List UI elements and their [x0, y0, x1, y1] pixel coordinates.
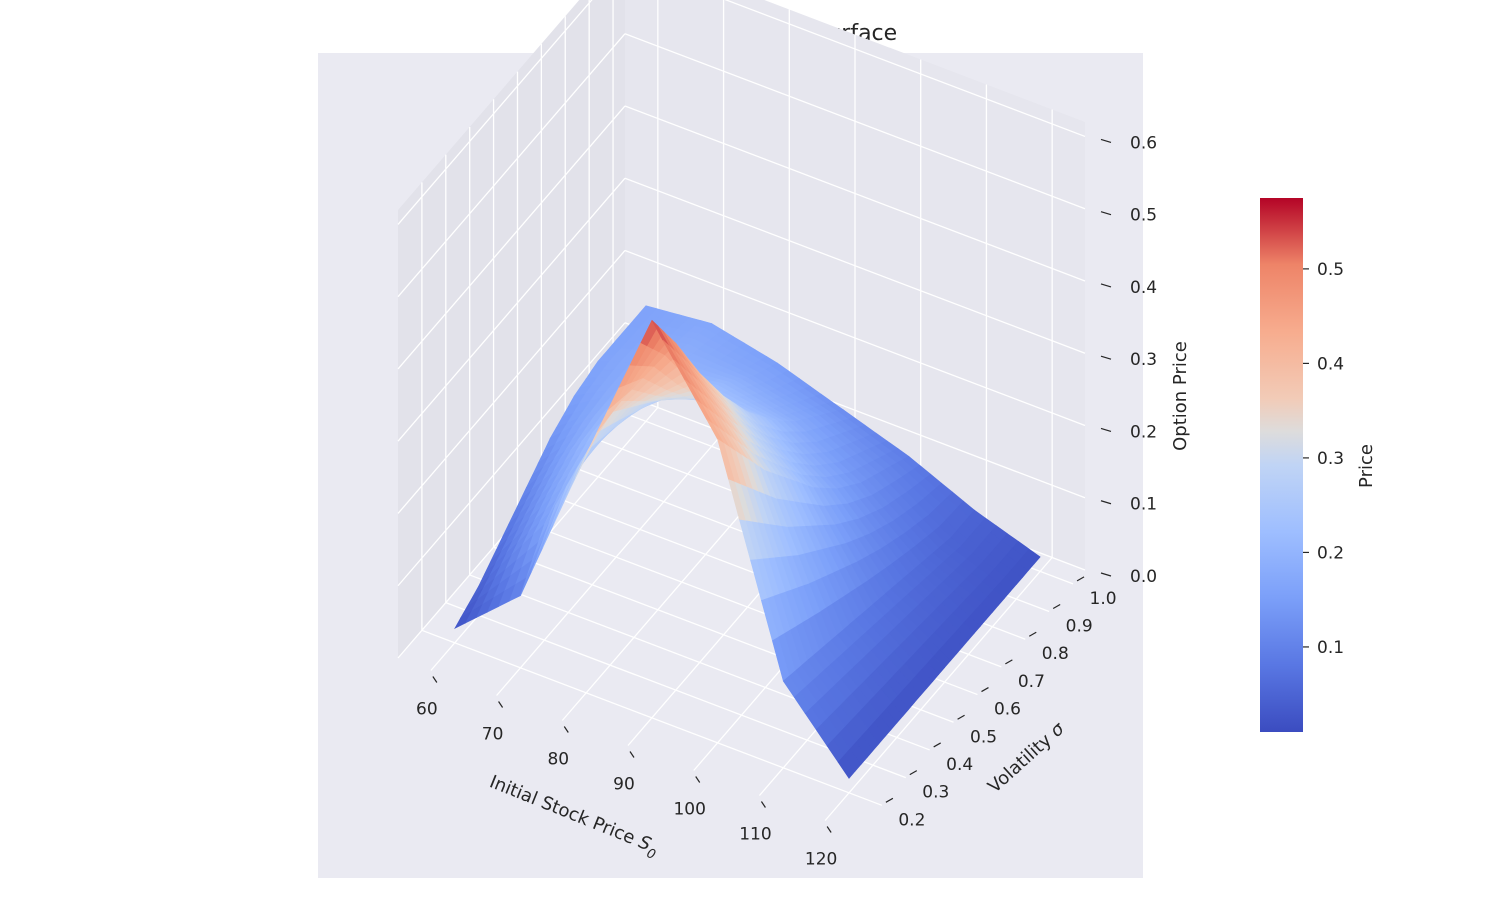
gridline-side-z	[397, 322, 626, 587]
x-tick	[629, 751, 635, 758]
y-tick	[1028, 631, 1037, 637]
gridline-back-z	[624, 33, 1086, 210]
gridline-side-z	[397, 177, 626, 442]
y-tick-label: 0.9	[1066, 617, 1093, 637]
side-pane	[398, 0, 625, 658]
z-tick-label: 0.3	[1130, 350, 1157, 370]
colorbar	[1260, 198, 1303, 732]
y-tick	[1052, 604, 1061, 610]
y-tick	[1005, 659, 1013, 665]
surface-patch	[837, 755, 856, 779]
colorbar-tick-label: 0.3	[1317, 449, 1344, 469]
z-tick	[1100, 355, 1112, 360]
gridline-side-z	[397, 0, 593, 225]
colorbar-tick-label: 0.1	[1317, 638, 1344, 658]
z-tick	[1100, 427, 1112, 433]
z-tick	[1100, 572, 1112, 577]
gridline-back-z	[724, 0, 1086, 138]
x-tick	[498, 701, 504, 708]
x-tick-label: 70	[482, 725, 504, 745]
gridline-side-z	[397, 33, 626, 298]
x-tick-label: 60	[416, 700, 438, 720]
z-tick	[1100, 211, 1112, 216]
y-tick	[885, 797, 894, 803]
z-axis-label: Option Price	[1170, 341, 1191, 451]
surface-mesh	[454, 305, 1041, 779]
y-tick-label: 0.4	[946, 755, 973, 775]
x-tick	[760, 801, 766, 808]
z-tick-label: 0.2	[1130, 422, 1157, 442]
gridline-floor-x	[496, 432, 725, 696]
colorbar-tick-label: 0.2	[1317, 543, 1344, 563]
y-tick	[909, 770, 918, 776]
x-tick-label: 90	[613, 775, 635, 795]
x-tick-label: 120	[805, 850, 837, 870]
x-tick-label: 80	[547, 750, 569, 770]
gridline-floor-y	[421, 629, 883, 806]
x-tick	[695, 776, 701, 783]
gridline-back-z	[624, 249, 1086, 427]
z-tick	[1100, 500, 1112, 505]
y-tick-label: 0.7	[1018, 672, 1045, 692]
gridline-side-z	[397, 250, 626, 514]
y-tick-label: 1.0	[1090, 589, 1117, 609]
x-tick-label: 100	[673, 800, 705, 820]
colorbar-tick-label: 0.5	[1317, 260, 1344, 280]
y-tick	[981, 687, 989, 693]
z-tick-label: 0.4	[1130, 278, 1157, 298]
gridline-back-z	[624, 177, 1086, 354]
gridline-floor-x	[824, 557, 1053, 821]
colorbar-tick-label: 0.4	[1317, 354, 1344, 374]
z-tick-label: 0.1	[1130, 495, 1157, 515]
y-tick	[933, 742, 941, 748]
y-tick	[957, 714, 965, 720]
gridline-side-z	[397, 105, 626, 370]
x-tick	[432, 676, 438, 683]
x-tick	[563, 726, 569, 733]
y-tick-label: 0.2	[898, 810, 925, 830]
z-tick	[1100, 138, 1112, 144]
z-tick-label: 0.5	[1130, 206, 1157, 226]
x-tick-label: 110	[739, 825, 771, 845]
gridline-back-z	[624, 105, 1086, 282]
x-tick	[826, 826, 832, 833]
y-tick	[1076, 576, 1085, 582]
y-tick-label: 0.6	[994, 700, 1021, 720]
colorbar-ticks: 0.1 0.2 0.3 0.4 0.5	[1303, 260, 1344, 658]
y-tick-label: 0.5	[970, 727, 997, 747]
colorbar-label: Price	[1356, 444, 1377, 488]
y-tick-label: 0.8	[1042, 644, 1069, 664]
z-tick-label: 0.0	[1130, 567, 1157, 587]
axis-ticks: 60 70 80 90 100 110 120 0.2 0.3 0.4 0.5 0.6 0.7 0.8 0.…	[416, 133, 1157, 869]
y-tick-label: 0.3	[922, 783, 949, 803]
z-tick-label: 0.6	[1130, 133, 1157, 153]
z-tick	[1100, 283, 1112, 288]
